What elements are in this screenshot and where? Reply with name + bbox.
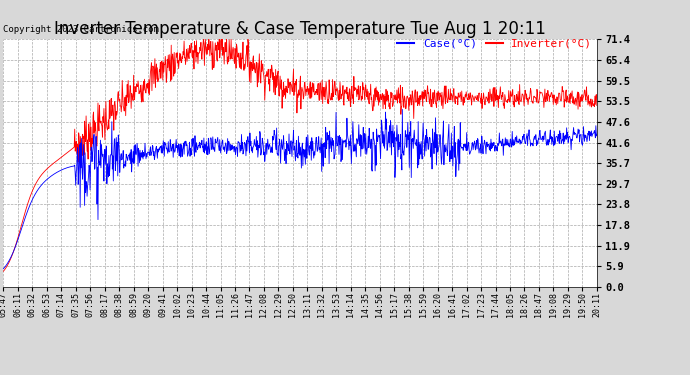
Title: Inverter Temperature & Case Temperature Tue Aug 1 20:11: Inverter Temperature & Case Temperature … (55, 20, 546, 38)
Legend: Case(°C), Inverter(°C): Case(°C), Inverter(°C) (393, 34, 597, 53)
Text: Copyright 2023 Cartronics.com: Copyright 2023 Cartronics.com (3, 26, 159, 34)
